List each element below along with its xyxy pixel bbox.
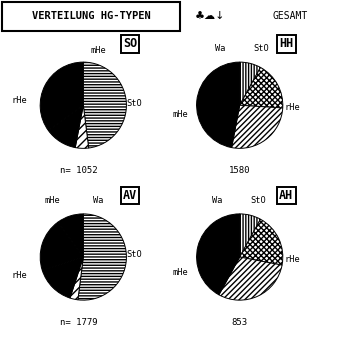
Text: rHe: rHe	[12, 270, 27, 280]
Text: StO: StO	[126, 250, 142, 259]
Wedge shape	[40, 222, 83, 270]
Wedge shape	[232, 105, 283, 148]
Wedge shape	[197, 214, 240, 295]
Wedge shape	[83, 62, 126, 148]
Text: HH: HH	[279, 38, 293, 50]
Wedge shape	[219, 257, 282, 300]
Wedge shape	[70, 257, 83, 300]
Text: StO: StO	[126, 99, 142, 108]
Text: ♣☁↓: ♣☁↓	[195, 11, 225, 21]
Text: 1580: 1580	[229, 166, 251, 176]
Text: rHe: rHe	[12, 96, 27, 106]
Text: AH: AH	[279, 189, 293, 202]
Wedge shape	[42, 257, 83, 298]
Text: GESAMT: GESAMT	[272, 11, 308, 21]
Text: rHe: rHe	[285, 103, 300, 112]
Text: SO: SO	[123, 38, 137, 50]
Text: mHe: mHe	[172, 268, 188, 277]
Wedge shape	[78, 214, 126, 300]
Text: mHe: mHe	[45, 196, 60, 205]
Text: Wa: Wa	[215, 44, 225, 53]
Wedge shape	[197, 62, 240, 148]
Wedge shape	[240, 67, 283, 108]
Text: AV: AV	[123, 189, 137, 202]
Text: Wa: Wa	[212, 196, 222, 205]
Wedge shape	[240, 219, 283, 265]
Text: mHe: mHe	[172, 110, 188, 119]
Text: mHe: mHe	[90, 46, 106, 55]
Text: rHe: rHe	[285, 255, 300, 264]
Text: Wa: Wa	[93, 196, 104, 205]
Wedge shape	[58, 214, 83, 257]
Text: 853: 853	[232, 318, 248, 327]
Wedge shape	[48, 105, 83, 148]
FancyBboxPatch shape	[2, 2, 180, 31]
Wedge shape	[40, 62, 83, 130]
Text: StO: StO	[250, 196, 266, 205]
Wedge shape	[240, 214, 260, 257]
Wedge shape	[75, 105, 89, 148]
Text: n= 1779: n= 1779	[60, 318, 98, 327]
Text: n= 1052: n= 1052	[60, 166, 98, 176]
Text: VERTEILUNG HG-TYPEN: VERTEILUNG HG-TYPEN	[32, 11, 150, 21]
Text: StO: StO	[253, 44, 269, 53]
Wedge shape	[240, 62, 260, 105]
